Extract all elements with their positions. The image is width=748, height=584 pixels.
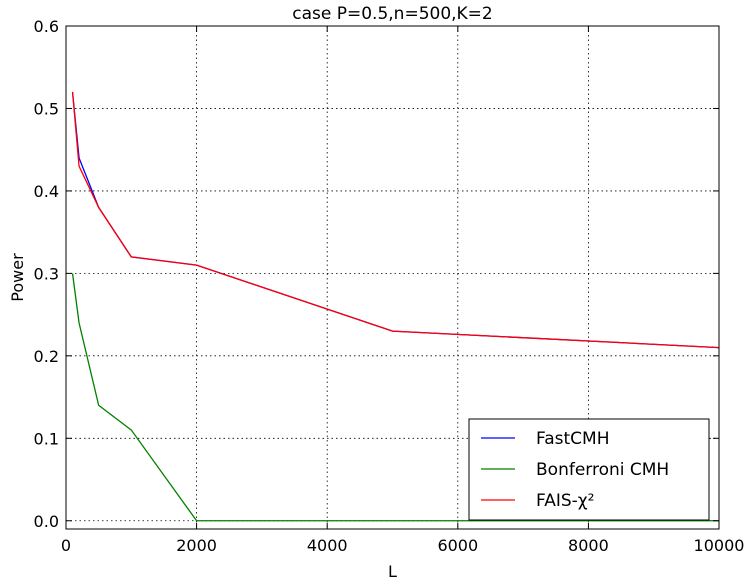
plot-frame bbox=[65, 25, 720, 530]
legend-label: Bonferroni CMH bbox=[536, 460, 669, 480]
series-line-2 bbox=[71, 273, 719, 522]
x-tick-label: 10000 bbox=[694, 536, 745, 555]
x-tick-label: 4000 bbox=[307, 536, 348, 555]
legend: FastCMH Bonferroni CMH FAIS-χ² bbox=[468, 418, 710, 521]
y-tick-label: 0.0 bbox=[34, 512, 59, 531]
series-line-1 bbox=[71, 91, 720, 349]
y-tick-label: 0.6 bbox=[34, 17, 59, 36]
x-tick-label: 6000 bbox=[437, 536, 478, 555]
y-tick-label: 0.3 bbox=[34, 264, 59, 283]
y-tick-label: 0.5 bbox=[34, 99, 59, 118]
y-tick-label: 0.1 bbox=[34, 429, 59, 448]
series-lines bbox=[71, 91, 720, 522]
y-tick-label: 0.2 bbox=[34, 347, 59, 366]
y-axis-label: Power bbox=[8, 253, 27, 302]
legend-label: FastCMH bbox=[536, 429, 609, 449]
chart-title: case P=0.5,n=500,K=2 bbox=[292, 4, 493, 24]
axis-ticks: 0 2000 4000 6000 8000 10000 0.0 0.1 0.2 0.3 0.4 0.5… bbox=[34, 17, 745, 555]
series-line-3 bbox=[71, 91, 720, 349]
x-tick-label: 0 bbox=[61, 536, 71, 555]
x-tick-label: 2000 bbox=[176, 536, 217, 555]
y-tick-label: 0.4 bbox=[34, 182, 59, 201]
x-tick-label: 8000 bbox=[568, 536, 609, 555]
legend-label: FAIS-χ² bbox=[536, 491, 594, 511]
x-axis-label: L bbox=[388, 562, 397, 581]
